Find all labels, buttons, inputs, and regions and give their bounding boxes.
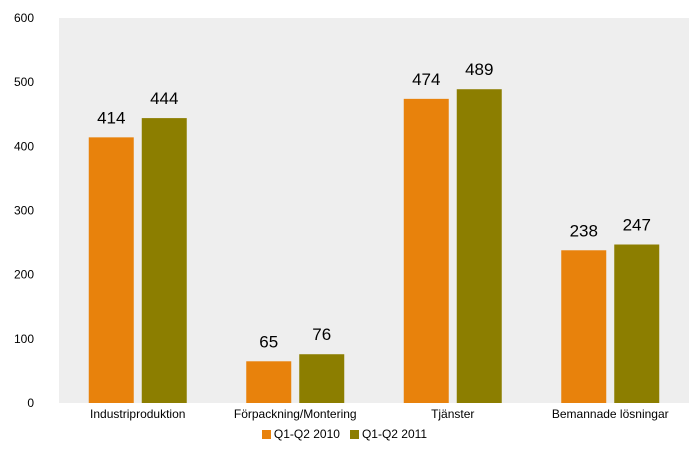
- x-tick-label: Bemannade lösningar: [552, 407, 669, 421]
- bars: [88, 89, 660, 403]
- data-label: 247: [623, 216, 651, 235]
- bar: [246, 361, 292, 403]
- y-tick-label: 0: [27, 396, 34, 410]
- legend-label-2011: Q1-Q2 2011: [361, 427, 428, 441]
- x-tick-label: Tjänster: [431, 407, 474, 421]
- x-tick-label: Förpackning/Montering: [234, 407, 357, 421]
- data-label: 65: [259, 332, 278, 351]
- data-labels: 414 444 65 76 474 489 238 247: [97, 60, 651, 351]
- y-tick-label: 600: [14, 11, 34, 25]
- y-tick-label: 500: [14, 75, 34, 89]
- y-tick-label: 300: [14, 204, 34, 218]
- bar: [299, 354, 345, 403]
- legend-swatch-2010: [261, 429, 271, 439]
- data-label: 238: [570, 221, 598, 240]
- legend-label-2010: Q1-Q2 2010: [273, 427, 340, 441]
- y-axis: 0 100 200 300 400 500 600: [14, 11, 34, 410]
- data-label: 474: [412, 70, 440, 89]
- legend-item-2010: Q1-Q2 2010: [261, 427, 340, 441]
- x-axis: Industriproduktion Förpackning/Montering T…: [90, 407, 669, 421]
- y-tick-label: 100: [14, 332, 34, 346]
- bar: [141, 118, 187, 403]
- y-tick-label: 400: [14, 139, 34, 153]
- bar: [456, 89, 502, 403]
- legend: Q1-Q2 2010 Q1-Q2 2011: [0, 427, 689, 441]
- x-tick-label: Industriproduktion: [90, 407, 185, 421]
- bar: [403, 98, 449, 403]
- bar: [561, 250, 607, 403]
- data-label: 76: [312, 325, 331, 344]
- y-tick-label: 200: [14, 268, 34, 282]
- legend-swatch-2011: [349, 429, 359, 439]
- bar: [614, 244, 660, 403]
- data-label: 489: [465, 60, 493, 79]
- data-label: 414: [97, 108, 125, 127]
- bar: [88, 137, 134, 403]
- legend-item-2011: Q1-Q2 2011: [349, 427, 428, 441]
- data-label: 444: [150, 89, 178, 108]
